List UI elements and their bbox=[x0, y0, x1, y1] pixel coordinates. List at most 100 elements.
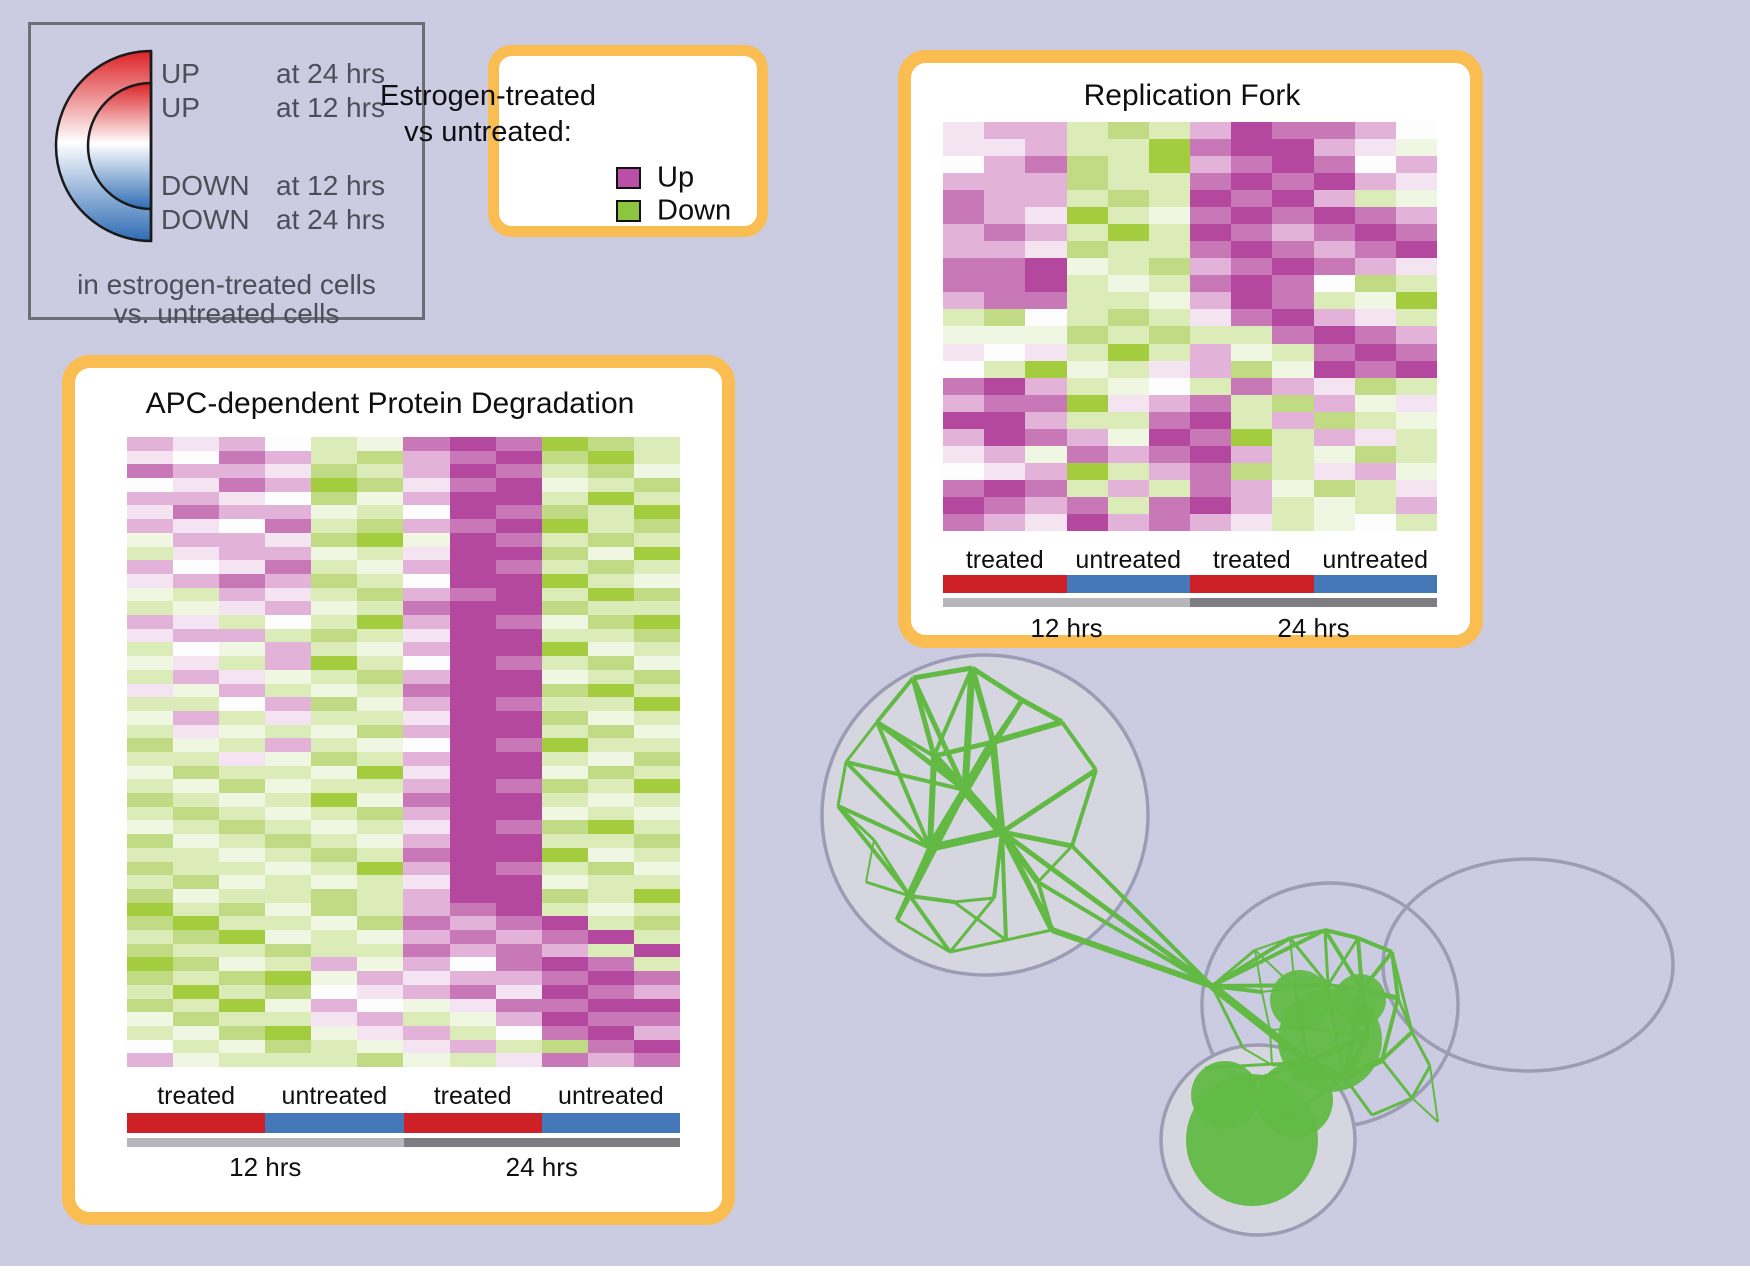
heatmap-cell bbox=[1272, 309, 1314, 327]
heatmap-cell bbox=[311, 697, 358, 711]
heatmap-cell bbox=[1313, 428, 1355, 446]
heatmap-cell bbox=[633, 806, 680, 821]
heatmap-cell bbox=[449, 1025, 496, 1040]
heatmap-cell bbox=[265, 478, 312, 492]
heatmap-cell bbox=[587, 930, 634, 944]
untreated-bar bbox=[1066, 575, 1190, 593]
heatmap-cell bbox=[587, 751, 634, 766]
heatmap-cell bbox=[1354, 428, 1396, 446]
heatmap-cell bbox=[265, 697, 312, 711]
heatmap-cell bbox=[541, 875, 588, 889]
heatmap-cell bbox=[1272, 139, 1314, 157]
heatmap-cell bbox=[403, 916, 450, 931]
heatmap-cell bbox=[127, 998, 174, 1013]
heatmap-cell bbox=[943, 139, 985, 157]
heatmap-cell bbox=[311, 751, 358, 766]
heatmap-cell bbox=[495, 1039, 542, 1054]
heatmap-cell bbox=[1272, 190, 1314, 208]
heatmap-cell bbox=[219, 998, 266, 1013]
heatmap-cell bbox=[265, 930, 312, 944]
heatmap-cell bbox=[633, 861, 680, 876]
heatmap-cell bbox=[173, 560, 220, 574]
heatmap-cell bbox=[1395, 496, 1437, 514]
down-label: Down bbox=[657, 194, 732, 227]
heatmap-cell bbox=[1025, 462, 1067, 480]
heatmap-cell bbox=[1354, 496, 1396, 514]
network-edge bbox=[896, 918, 951, 954]
heatmap-cell bbox=[1107, 241, 1149, 259]
heatmap-cell bbox=[633, 820, 680, 835]
heatmap-cell bbox=[173, 916, 220, 931]
heatmap-cell bbox=[587, 1025, 634, 1040]
apc-group-untreated-12: untreated bbox=[281, 1082, 388, 1110]
heatmap-cell bbox=[1025, 496, 1067, 514]
heatmap-cell bbox=[1272, 241, 1314, 259]
heatmap-cell bbox=[1354, 462, 1396, 480]
heatmap-cell bbox=[311, 765, 358, 780]
heatmap-cell bbox=[357, 437, 404, 451]
heatmap-cell bbox=[173, 930, 220, 944]
heatmap-cell bbox=[1395, 275, 1437, 293]
heatmap-cell bbox=[173, 464, 220, 479]
heatmap-cell bbox=[1272, 224, 1314, 242]
heatmap-cell bbox=[984, 326, 1026, 344]
heatmap-cell bbox=[633, 888, 680, 903]
heatmap-cell bbox=[173, 847, 220, 862]
heatmap-cell bbox=[943, 241, 985, 259]
heatmap-cell bbox=[541, 505, 588, 520]
heatmap-cell bbox=[541, 998, 588, 1013]
heatmap-cell bbox=[449, 724, 496, 739]
heatmap-cell bbox=[265, 738, 312, 752]
heatmap-cell bbox=[1395, 513, 1437, 531]
apc-time-24hrs: 24 hrs bbox=[505, 1152, 578, 1182]
heatmap-cell bbox=[173, 765, 220, 780]
ring-time-24: at 24 hrs bbox=[276, 58, 385, 89]
heatmap-cell bbox=[541, 683, 588, 698]
heatmap-cell bbox=[587, 437, 634, 451]
heatmap-cell bbox=[1190, 173, 1232, 191]
heatmap-cell bbox=[127, 546, 174, 561]
heatmap-cell bbox=[219, 793, 266, 807]
heatmap-cell bbox=[357, 834, 404, 848]
heatmap-cell bbox=[633, 765, 680, 780]
heatmap-cell bbox=[1148, 411, 1190, 429]
heatmap-cell bbox=[1354, 411, 1396, 429]
heatmap-cell bbox=[1313, 173, 1355, 191]
heatmap-cell bbox=[403, 669, 450, 684]
heatmap-cell bbox=[541, 751, 588, 766]
heatmap-cell bbox=[587, 1012, 634, 1026]
heatmap-cell bbox=[1107, 207, 1149, 225]
heatmap-cell bbox=[127, 437, 174, 451]
heatmap-cell bbox=[1231, 207, 1273, 225]
heatmap-cell bbox=[541, 615, 588, 629]
hrs24-bar bbox=[403, 1138, 680, 1147]
heatmap-cell bbox=[357, 943, 404, 958]
cluster-circle-microtubule-cytoskeleton bbox=[1381, 857, 1675, 1073]
heatmap-cell bbox=[403, 888, 450, 903]
heatmap-cell bbox=[1148, 428, 1190, 446]
heatmap-cell bbox=[1066, 156, 1108, 174]
heatmap-cell bbox=[173, 532, 220, 547]
heatmap-cell bbox=[449, 615, 496, 629]
heatmap-cell bbox=[633, 916, 680, 931]
untreated-bar bbox=[541, 1113, 680, 1133]
network-edge bbox=[1070, 769, 1098, 847]
heatmap-cell bbox=[1107, 496, 1149, 514]
heatmap-cell bbox=[357, 820, 404, 835]
heatmap-cell bbox=[495, 437, 542, 451]
heatmap-cell bbox=[1107, 377, 1149, 395]
heatmap-cell bbox=[943, 190, 985, 208]
heatmap-cell bbox=[1066, 258, 1108, 276]
heatmap-cell bbox=[357, 971, 404, 985]
heatmap-cell bbox=[1190, 479, 1232, 497]
heatmap-cell bbox=[1025, 122, 1067, 140]
heatmap-cell bbox=[1395, 292, 1437, 310]
heatmap-cell bbox=[1148, 139, 1190, 157]
heatmap-cell bbox=[127, 478, 174, 492]
heatmap-cell bbox=[541, 724, 588, 739]
heatmap-cell bbox=[587, 971, 634, 985]
heatmap-cell bbox=[219, 1053, 266, 1067]
heatmap-cell bbox=[1313, 326, 1355, 344]
heatmap-cell bbox=[1148, 496, 1190, 514]
heatmap-cell bbox=[173, 710, 220, 725]
